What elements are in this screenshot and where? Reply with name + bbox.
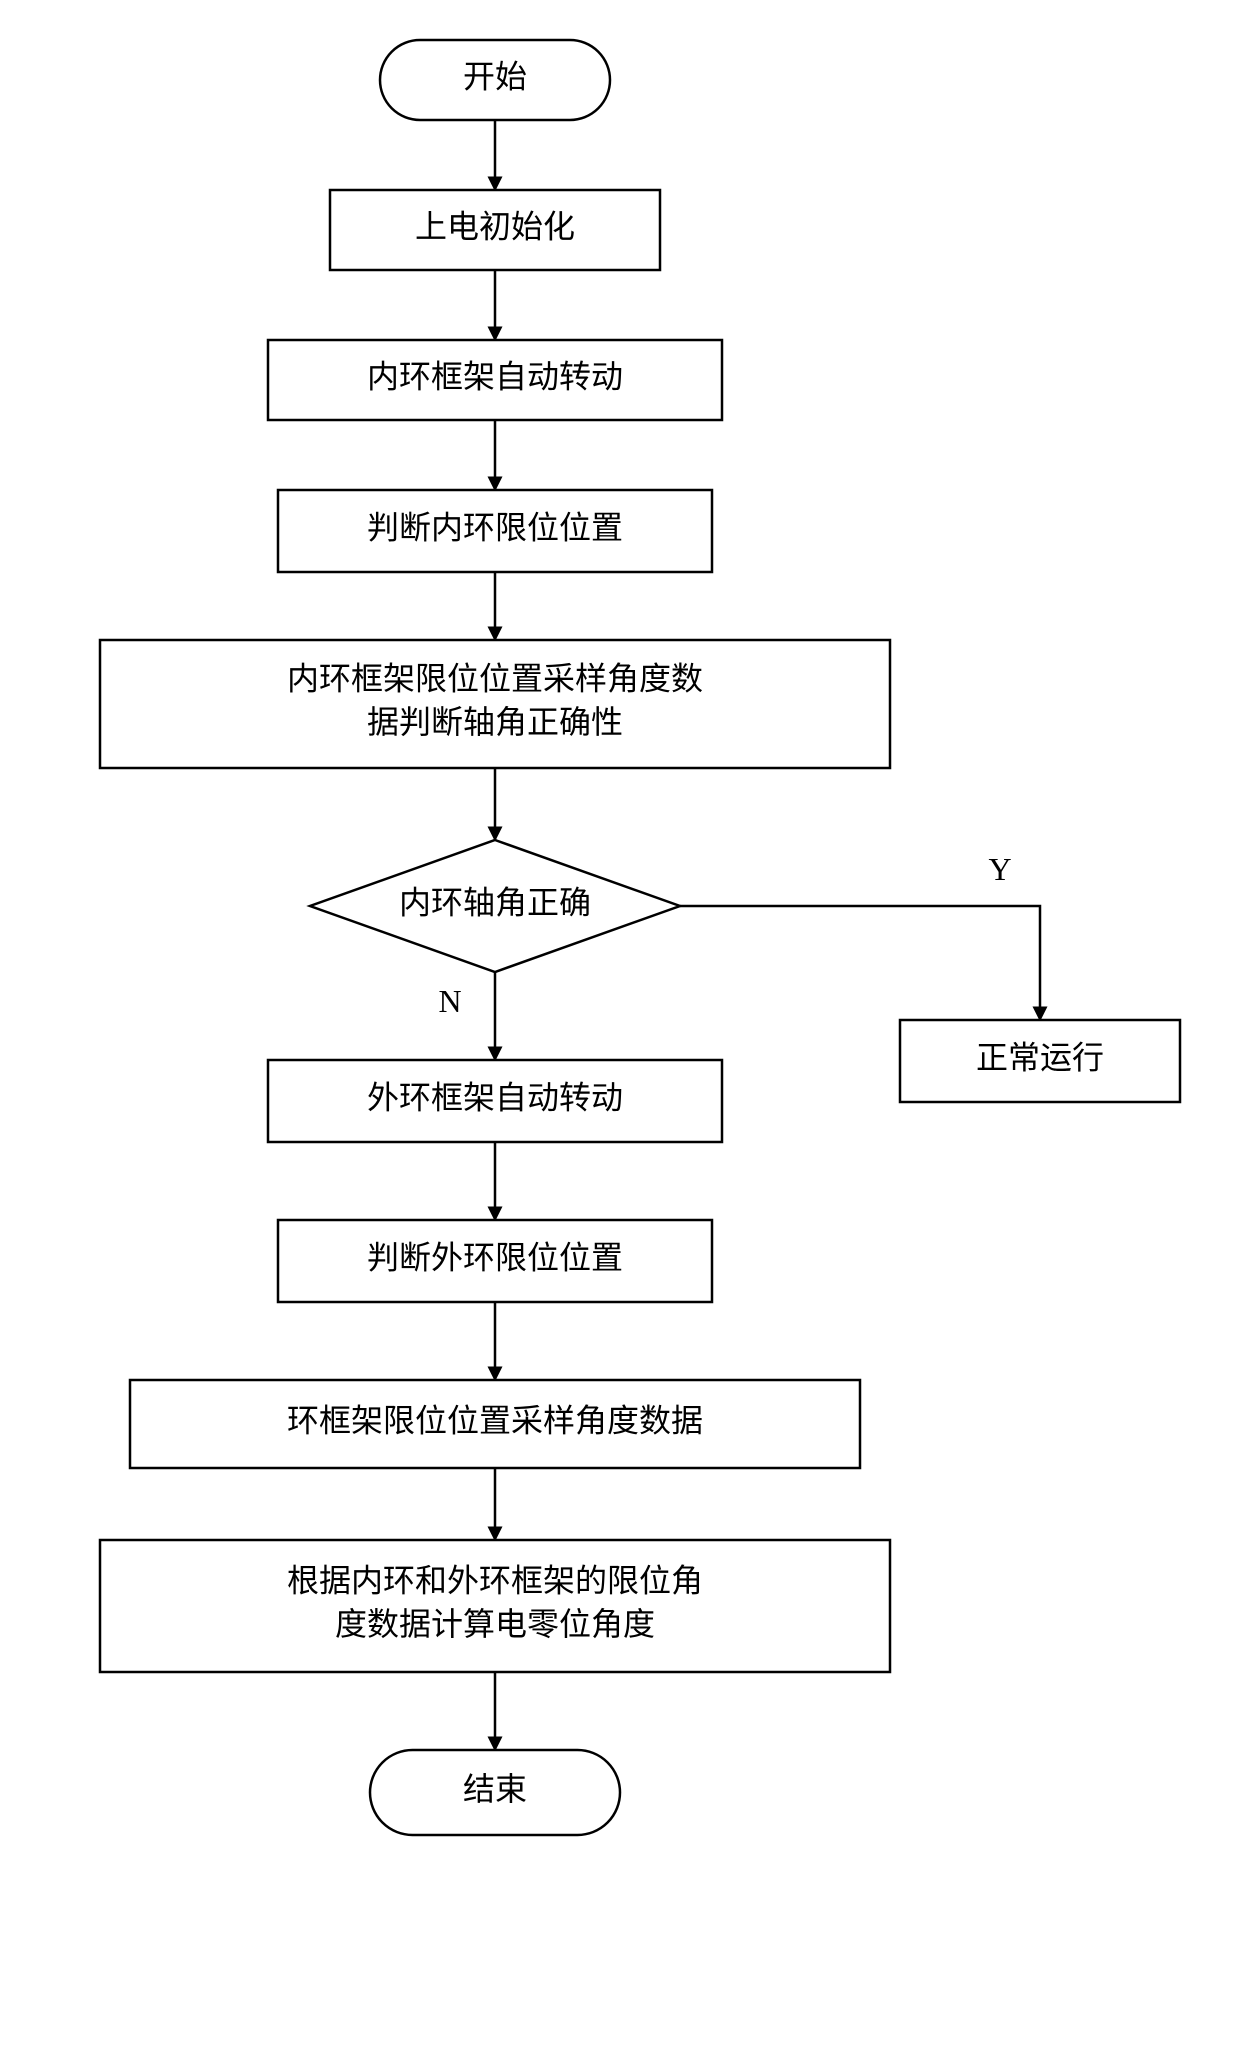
node-label: 内环轴角正确 (399, 884, 591, 920)
node-n4: 内环框架限位位置采样角度数据判断轴角正确性 (100, 640, 890, 768)
node-label: 据判断轴角正确性 (367, 704, 623, 740)
node-end: 结束 (370, 1750, 620, 1835)
node-n2: 内环框架自动转动 (268, 340, 722, 420)
node-n7: 环框架限位位置采样角度数据 (130, 1380, 860, 1468)
node-label: 外环框架自动转动 (367, 1079, 623, 1115)
node-label: 内环框架限位位置采样角度数 (287, 661, 703, 697)
edge-label: N (438, 983, 461, 1019)
node-label: 正常运行 (976, 1039, 1104, 1075)
node-label: 结束 (463, 1771, 527, 1807)
node-label: 根据内环和外环框架的限位角 (287, 1563, 703, 1599)
node-n5: 外环框架自动转动 (268, 1060, 722, 1142)
node-n3: 判断内环限位位置 (278, 490, 712, 572)
node-label: 度数据计算电零位角度 (335, 1606, 655, 1642)
node-label: 判断内环限位位置 (367, 509, 623, 545)
node-label: 开始 (463, 58, 527, 94)
node-label: 环框架限位位置采样角度数据 (287, 1402, 703, 1438)
node-nr: 正常运行 (900, 1020, 1180, 1102)
node-start: 开始 (380, 40, 610, 120)
flowchart: N Y 开始上电初始化内环框架自动转动判断内环限位位置内环框架限位位置采样角度数据判… (0, 0, 1240, 2056)
node-label: 判断外环限位位置 (367, 1239, 623, 1275)
node-n6: 判断外环限位位置 (278, 1220, 712, 1302)
node-n1: 上电初始化 (330, 190, 660, 270)
node-label: 内环框架自动转动 (367, 358, 623, 394)
edge-label: Y (988, 851, 1011, 887)
node-n8: 根据内环和外环框架的限位角度数据计算电零位角度 (100, 1540, 890, 1672)
node-label: 上电初始化 (415, 208, 575, 244)
